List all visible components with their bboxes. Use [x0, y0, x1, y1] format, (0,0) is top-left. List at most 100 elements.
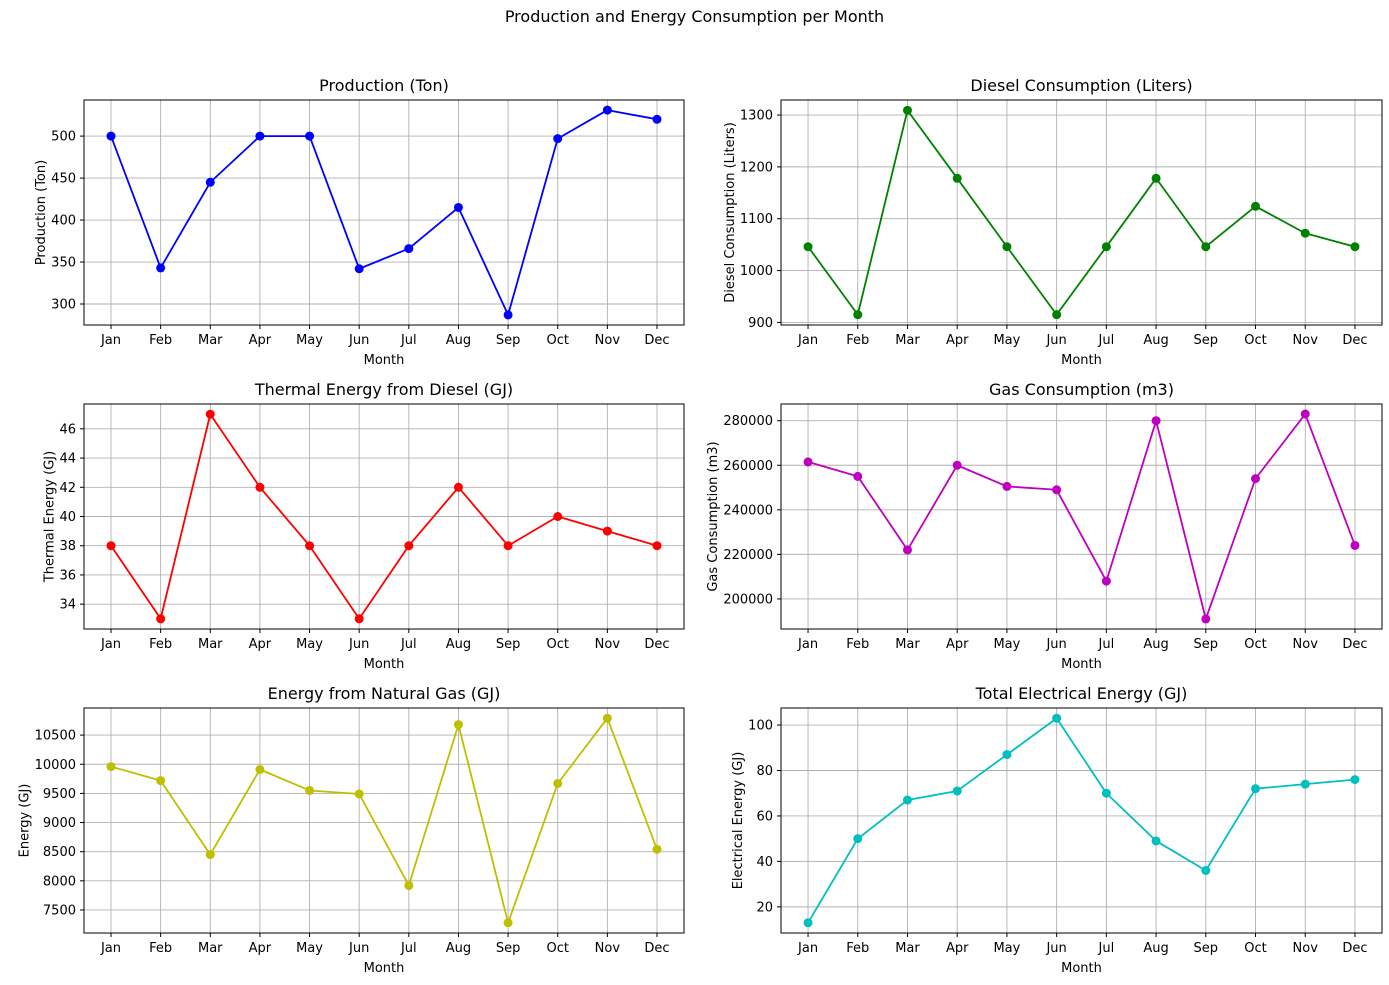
data-point: [1300, 228, 1310, 238]
x-tick-label: Jun: [348, 637, 369, 652]
data-point: [1052, 713, 1062, 723]
x-tick-label: Sep: [496, 333, 521, 348]
y-tick-label: 10500: [35, 729, 76, 744]
data-point: [553, 778, 563, 788]
y-tick-label: 100: [748, 719, 773, 734]
data-point: [1052, 485, 1062, 495]
x-tick-label: Jan: [100, 941, 121, 956]
x-tick-label: Nov: [1293, 333, 1319, 348]
x-tick-label: Mar: [895, 941, 920, 956]
data-point: [602, 526, 612, 536]
data-point: [803, 457, 813, 467]
data-point: [902, 105, 912, 115]
data-point: [503, 918, 513, 928]
x-tick-label: Jun: [1045, 637, 1066, 652]
data-point: [602, 105, 612, 115]
data-point: [404, 880, 414, 890]
plot-frame: [83, 707, 685, 934]
series-line: [110, 413, 658, 620]
x-tick-label: Sep: [1194, 333, 1219, 348]
x-tick-label: Sep: [1194, 941, 1219, 956]
x-tick-label: Dec: [644, 941, 669, 956]
data-point: [1101, 788, 1111, 798]
data-point: [354, 789, 364, 799]
data-point: [652, 844, 662, 854]
x-tick-label: Feb: [846, 333, 869, 348]
data-point: [853, 471, 863, 481]
data-point: [952, 460, 962, 470]
data-point: [1251, 474, 1261, 484]
y-tick-label: 300: [51, 298, 76, 313]
data-point: [106, 762, 116, 772]
x-tick-label: Dec: [644, 637, 669, 652]
data-point: [1151, 416, 1161, 426]
data-point: [1151, 173, 1161, 183]
y-tick-label: 9000: [43, 816, 76, 831]
y-axis-label: Electrical Energy (GJ): [731, 752, 746, 890]
data-point: [1251, 201, 1261, 211]
data-point: [1300, 779, 1310, 789]
x-tick-label: Apr: [946, 333, 969, 348]
x-tick-label: May: [296, 333, 323, 348]
data-point: [205, 177, 215, 187]
x-tick-label: Nov: [595, 637, 621, 652]
data-point: [553, 512, 563, 521]
y-tick-label: 20: [756, 900, 773, 915]
x-tick-label: Feb: [149, 333, 172, 348]
x-tick-label: Aug: [446, 637, 471, 652]
data-point: [305, 131, 315, 141]
x-axis-label: Month: [364, 657, 405, 672]
x-tick-label: Jan: [797, 333, 818, 348]
x-tick-label: Jan: [797, 941, 818, 956]
data-point: [853, 834, 863, 844]
x-tick-label: Aug: [1143, 333, 1168, 348]
subplot-title: Energy from Natural Gas (GJ): [268, 684, 501, 703]
plot-frame: [780, 403, 1383, 630]
series-line: [110, 717, 658, 924]
data-point: [902, 795, 912, 805]
data-point: [1350, 242, 1360, 252]
y-tick-label: 240000: [723, 503, 773, 518]
x-axis-label: Month: [1061, 353, 1102, 368]
data-point: [1002, 242, 1012, 252]
data-point: [902, 545, 912, 555]
y-tick-label: 500: [51, 130, 76, 145]
data-point: [205, 850, 215, 860]
x-tick-label: Feb: [846, 637, 869, 652]
series-line: [807, 109, 1356, 316]
data-point: [1101, 242, 1111, 252]
data-point: [1002, 750, 1012, 760]
data-point: [803, 918, 813, 928]
x-tick-label: Mar: [895, 637, 920, 652]
data-point: [1350, 540, 1360, 550]
data-point: [106, 541, 116, 551]
x-tick-label: Nov: [595, 941, 621, 956]
data-point: [1300, 409, 1310, 419]
data-point: [652, 541, 662, 551]
subplot-4: Jan Feb Mar Apr May Jun Jul Aug Sep Oct Nov Dec 2000…: [706, 380, 1383, 672]
x-tick-label: Jul: [1098, 941, 1115, 956]
subplot-title: Production (Ton): [319, 76, 449, 95]
x-tick-label: Feb: [846, 941, 869, 956]
plot-frame: [780, 99, 1383, 326]
data-point: [156, 776, 166, 786]
data-point: [553, 134, 563, 144]
x-tick-label: Dec: [644, 333, 669, 348]
x-tick-label: Apr: [946, 941, 969, 956]
y-tick-label: 900: [748, 316, 773, 331]
data-point: [453, 202, 463, 212]
data-point: [205, 409, 215, 419]
x-tick-label: Aug: [446, 941, 471, 956]
y-tick-label: 40: [59, 510, 76, 525]
x-tick-label: Aug: [1143, 941, 1168, 956]
y-tick-label: 44: [59, 452, 76, 467]
data-point: [1201, 614, 1211, 624]
x-tick-label: Jan: [797, 637, 818, 652]
data-point: [453, 482, 463, 492]
y-tick-label: 9500: [43, 787, 76, 802]
x-tick-label: Aug: [1143, 637, 1168, 652]
y-tick-label: 1200: [740, 160, 773, 175]
y-tick-label: 8500: [43, 845, 76, 860]
x-axis-label: Month: [1061, 961, 1102, 976]
